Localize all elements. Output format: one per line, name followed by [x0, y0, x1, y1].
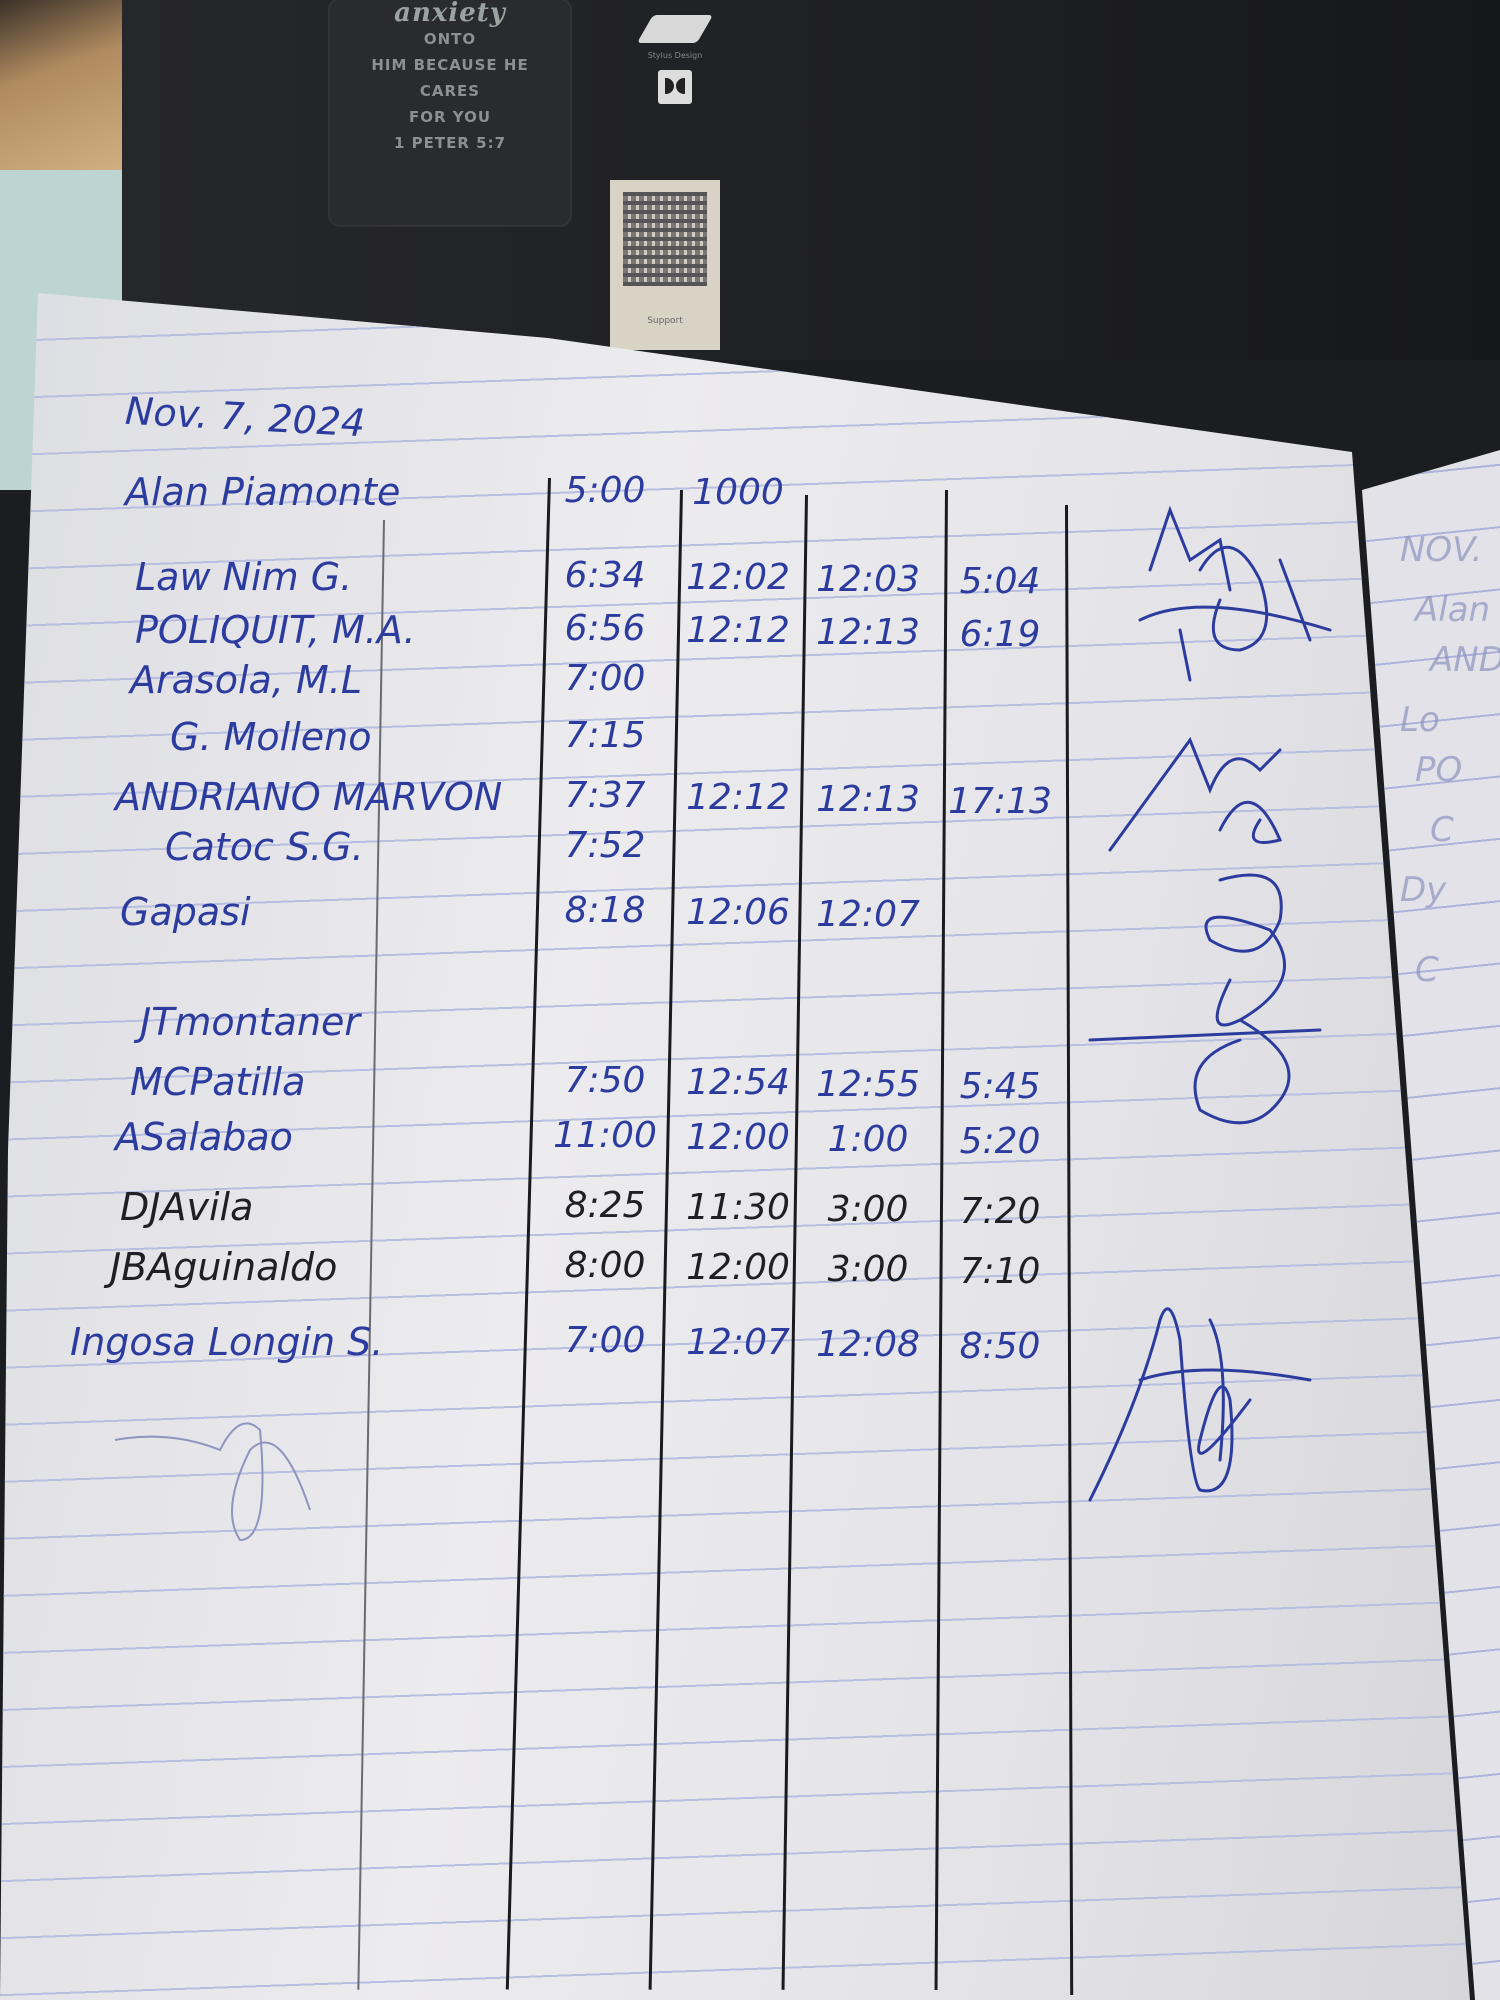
log-entry-name: Catoc S.G. [165, 825, 364, 869]
right-page-entry: Alan [1415, 590, 1491, 630]
log-entry-name: ASalabao [115, 1115, 293, 1159]
log-entry-name: Law Nim G. [135, 555, 353, 599]
log-entry-name: Ingosa Longin S. [70, 1320, 384, 1364]
right-page-entry: Dy [1400, 870, 1447, 910]
log-entry-name: Arasola, M.L [130, 658, 362, 702]
faint-signature [114, 1422, 311, 1542]
time-in-pm: 12:55 [816, 1064, 920, 1105]
time-in-pm: 3:00 [827, 1189, 909, 1230]
time-in-am: 7:37 [564, 775, 646, 816]
log-entry-name: ANDRIANO MARVON [115, 775, 503, 819]
qr-code-icon [623, 192, 707, 286]
time-in-am: 8:25 [564, 1185, 646, 1226]
time-out-pm: 5:20 [959, 1121, 1041, 1162]
right-page-entry: Lo [1400, 700, 1440, 740]
log-entry-name: MCPatilla [130, 1060, 306, 1104]
time-out-am: 12:00 [686, 1247, 790, 1288]
time-out-pm: 7:20 [959, 1191, 1041, 1232]
desk-corner [0, 0, 125, 175]
time-in-am: 7:52 [564, 825, 646, 866]
right-page-entry: C [1430, 810, 1454, 850]
log-entry-name: G. Molleno [170, 715, 372, 759]
time-in-pm: 12:07 [816, 894, 920, 935]
log-entry-name: JTmontaner [140, 1000, 361, 1044]
time-out-pm: 5:04 [959, 561, 1041, 602]
time-in-pm: 12:13 [816, 612, 920, 653]
time-in-pm: 3:00 [827, 1249, 909, 1290]
time-in-am: 8:00 [564, 1245, 646, 1286]
time-in-pm: 12:13 [816, 779, 920, 820]
time-in-am: 7:50 [564, 1060, 646, 1101]
time-out-pm: 5:45 [959, 1066, 1041, 1107]
log-entry-name: DJAvila [120, 1185, 254, 1229]
time-out-am: 12:12 [686, 610, 790, 651]
time-out-am: 11:30 [686, 1187, 790, 1228]
time-out-pm: 8:50 [959, 1326, 1041, 1367]
right-page-entry: PO [1415, 750, 1463, 790]
time-in-am: 5:00 [564, 470, 646, 511]
laptop-icon [636, 15, 714, 43]
time-in-pm: 12:08 [816, 1324, 920, 1365]
monitor-background [122, 0, 1500, 360]
time-out-pm: 17:13 [948, 781, 1052, 822]
time-in-am: 6:34 [564, 555, 646, 596]
time-in-pm: 12:03 [816, 559, 920, 600]
time-in-am: 6:56 [564, 608, 646, 649]
time-out-pm: 6:19 [959, 614, 1041, 655]
time-out-pm: 7:10 [959, 1251, 1041, 1292]
bible-verse-poster: anxiety ONTO HIM BECAUSE HE CARES FOR YO… [330, 0, 570, 225]
sticker-label: Stylus Design [647, 51, 703, 60]
time-out-am: 12:06 [686, 892, 790, 933]
log-entry-name: Gapasi [120, 890, 251, 934]
time-in-am: 11:00 [553, 1115, 657, 1156]
right-page-entry: C [1415, 950, 1439, 990]
signature-mark [1108, 736, 1283, 852]
time-in-pm: 1:00 [827, 1119, 909, 1160]
time-out-am: 12:12 [686, 777, 790, 818]
time-in-am: 7:15 [564, 715, 646, 756]
monitor-stickers: Stylus Design [630, 15, 720, 114]
right-page-entry: NOV. [1400, 530, 1483, 570]
time-out-am: 1000 [692, 472, 784, 513]
signature-mark [1088, 1307, 1312, 1502]
time-in-am: 7:00 [564, 658, 646, 699]
log-entry-name: JBAguinaldo [110, 1245, 338, 1289]
qr-sticker: Support [610, 180, 720, 350]
log-entry-name: POLIQUIT, M.A. [135, 608, 416, 652]
time-out-am: 12:07 [686, 1322, 790, 1363]
time-out-am: 12:00 [686, 1117, 790, 1158]
time-in-am: 7:00 [564, 1320, 646, 1361]
signature-mark [1138, 505, 1332, 682]
time-out-am: 12:54 [686, 1062, 790, 1103]
time-in-am: 8:18 [564, 890, 646, 931]
time-out-am: 12:02 [686, 557, 790, 598]
signature-mark [1088, 873, 1322, 1125]
signatures-column [1088, 505, 1332, 1502]
dolby-icon [658, 70, 692, 104]
log-entry-name: Alan Piamonte [125, 470, 401, 514]
right-page-entry: AND [1430, 640, 1500, 680]
